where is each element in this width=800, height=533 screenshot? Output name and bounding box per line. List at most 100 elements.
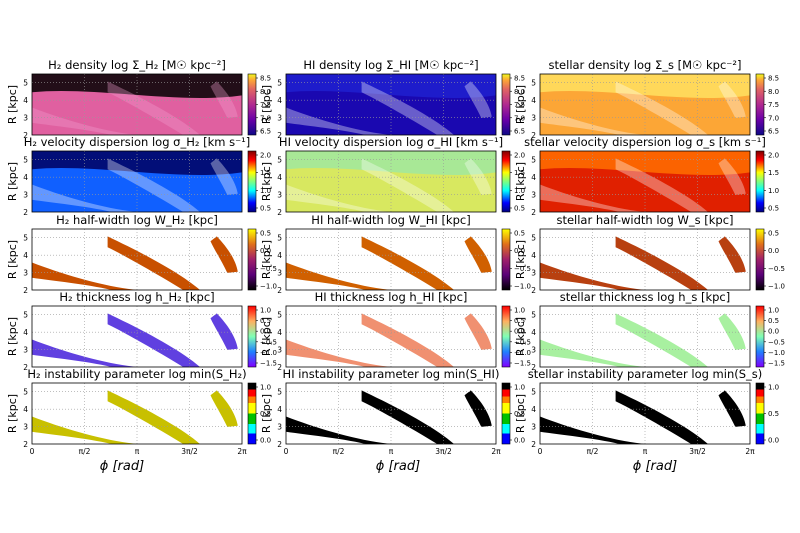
y-tick-label: 5 <box>23 388 28 397</box>
colorbar-tick-label: −0.5 <box>260 338 277 346</box>
y-tick-label: 3 <box>23 191 28 200</box>
y-tick-label: 3 <box>531 269 536 278</box>
colorbar-tick-label: 8.0 <box>514 88 525 96</box>
colorbar-tick-label: −0.5 <box>768 338 785 346</box>
plot-frame <box>31 150 243 213</box>
colorbar-tick-label: 0.0 <box>768 247 779 255</box>
plot-frame <box>285 382 497 445</box>
colorbar-tick-label: 8.0 <box>260 88 271 96</box>
y-axis-label: R [kpc] <box>514 85 527 124</box>
colorbar <box>247 150 257 213</box>
panel-title: stellar thickness log h_s [kpc] <box>560 290 731 304</box>
y-axis-label: R [kpc] <box>6 317 19 356</box>
panel-title: H₂ velocity dispersion log σ_H₂ [km s⁻¹] <box>24 135 251 149</box>
colorbar-tick-label: 0.5 <box>514 410 525 418</box>
y-tick-label: 5 <box>531 156 536 165</box>
spiral-arm-region <box>615 313 708 367</box>
x-tick-label: 3π/2 <box>689 447 706 456</box>
colorbar-tick-label: −0.5 <box>514 338 531 346</box>
colorbar-tick-label: 0.5 <box>768 205 779 213</box>
plot-frame <box>539 150 751 213</box>
x-tick-label: 3π/2 <box>181 447 198 456</box>
panel-title: stellar density log Σ_s [M☉ kpc⁻²] <box>549 58 742 72</box>
heatmap-arm <box>540 184 645 212</box>
colorbar-tick-label: −1.0 <box>514 349 531 357</box>
colorbar-tick-label: 1.0 <box>768 307 779 315</box>
panel-instability-stellar: stellar instability parameter log min(S_… <box>514 367 779 456</box>
y-tick-label: 4 <box>531 96 536 105</box>
colorbar-tick-label: −1.5 <box>768 360 785 368</box>
spiral-arm-region <box>540 416 645 444</box>
colorbar-tick-label: −1.0 <box>260 283 277 291</box>
panel-title: stellar instability parameter log min(S_… <box>528 367 763 381</box>
heatmap-arm <box>464 81 492 118</box>
plot-frame <box>285 73 497 136</box>
colorbar-tick-label: 1.0 <box>514 307 525 315</box>
y-tick-label: 2 <box>277 286 282 295</box>
heatmap-arm <box>210 81 238 118</box>
y-tick-label: 5 <box>23 156 28 165</box>
y-axis-label: R [kpc] <box>514 240 527 279</box>
y-tick-label: 2 <box>23 208 28 217</box>
colorbar-tick-label: 8.5 <box>260 75 271 83</box>
spiral-arm-region <box>107 390 200 444</box>
y-tick-label: 4 <box>23 405 28 414</box>
spiral-arm-region <box>615 236 708 290</box>
colorbar-tick-label: 0.0 <box>514 437 525 445</box>
y-axis-label: R [kpc] <box>260 85 273 124</box>
spiral-arm-region <box>32 262 137 290</box>
colorbar <box>755 228 765 291</box>
y-tick-label: 3 <box>277 191 282 200</box>
plot-frame <box>31 305 243 368</box>
heatmap-arm <box>286 107 391 135</box>
y-tick-label: 4 <box>277 96 282 105</box>
plot-frame <box>539 228 751 291</box>
plot-frame <box>31 228 243 291</box>
colorbar-tick-label: −0.5 <box>514 265 531 273</box>
y-tick-label: 5 <box>23 311 28 320</box>
spiral-arm-region <box>718 390 746 427</box>
colorbar-tick-label: 0.0 <box>260 328 271 336</box>
spiral-arm-region <box>718 313 746 350</box>
heatmap-region <box>540 74 750 98</box>
y-tick-label: 4 <box>23 173 28 182</box>
colorbar-tick-label: 1.5 <box>768 169 779 177</box>
y-tick-label: 4 <box>531 251 536 260</box>
y-tick-label: 2 <box>23 363 28 372</box>
heatmap-arm <box>107 158 200 212</box>
x-tick-label: 2π <box>237 447 247 456</box>
y-tick-label: 4 <box>23 96 28 105</box>
y-tick-label: 3 <box>277 423 282 432</box>
y-tick-label: 3 <box>23 114 28 123</box>
heatmap-arm <box>32 107 137 135</box>
x-tick-label: π <box>643 447 648 456</box>
colorbar-tick-label: 2.0 <box>260 152 271 160</box>
colorbar <box>501 73 511 136</box>
y-tick-label: 2 <box>277 131 282 140</box>
colorbar-tick-label: 7.0 <box>514 114 525 122</box>
plot-frame <box>31 382 243 445</box>
colorbar-tick-label: 0.5 <box>768 410 779 418</box>
plot-frame <box>285 228 497 291</box>
colorbar-tick-label: 6.5 <box>260 128 271 136</box>
x-tick-label: 2π <box>745 447 755 456</box>
plot-frame <box>285 150 497 213</box>
colorbar <box>501 150 511 213</box>
y-tick-label: 5 <box>531 79 536 88</box>
colorbar <box>247 382 257 445</box>
panel-density-H2: H₂ density log Σ_H₂ [M☉ kpc⁻²] 2 3 4 5 R [kpc… <box>6 58 271 140</box>
colorbar-tick-label: 0.5 <box>260 230 271 238</box>
x-axis-label: ϕ [rad] <box>100 459 144 474</box>
panel-title: stellar velocity dispersion log σ_s [km … <box>524 135 766 149</box>
heatmap-region <box>32 151 242 175</box>
panel-instability-HI: HI instability parameter log min(S_HI) 2 3… <box>260 367 525 456</box>
y-tick-label: 2 <box>531 363 536 372</box>
colorbar <box>247 73 257 136</box>
y-tick-label: 2 <box>23 440 28 449</box>
plot-frame <box>285 305 497 368</box>
y-axis-label: R [kpc] <box>260 317 273 356</box>
heatmap-arm <box>107 81 200 135</box>
heatmap-region <box>540 151 750 175</box>
spiral-arm-region <box>361 313 454 367</box>
panel-title: HI thickness log h_HI [kpc] <box>315 290 468 304</box>
